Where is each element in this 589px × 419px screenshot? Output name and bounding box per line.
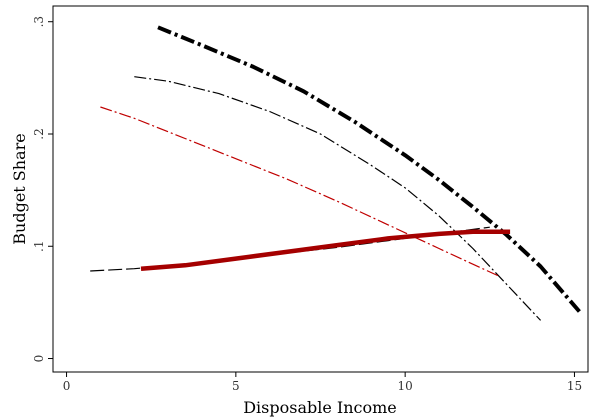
series-layer [90,25,583,321]
x-tick-label-3: 15 [567,379,582,393]
y-tick-label-1: .1 [32,241,46,252]
x-tick-label-0: 0 [63,379,71,393]
y-axis: 0 .1 .2 .3 [32,16,53,362]
x-axis: 0 5 10 15 [63,372,582,393]
plot-frame [52,5,589,373]
x-tick-label-2: 10 [398,379,413,393]
series-line-1 [157,25,583,315]
y-tick-label-3: .3 [32,16,46,27]
series-line-3 [100,106,501,278]
y-tick-label-0: 0 [32,355,46,363]
series-line-5 [140,229,511,271]
x-axis-title: Disposable Income [243,398,397,417]
series-line-2 [134,76,542,321]
y-axis-title: Budget Share [10,133,29,244]
x-tick-label-1: 5 [232,379,240,393]
y-tick-label-2: .2 [32,128,46,139]
